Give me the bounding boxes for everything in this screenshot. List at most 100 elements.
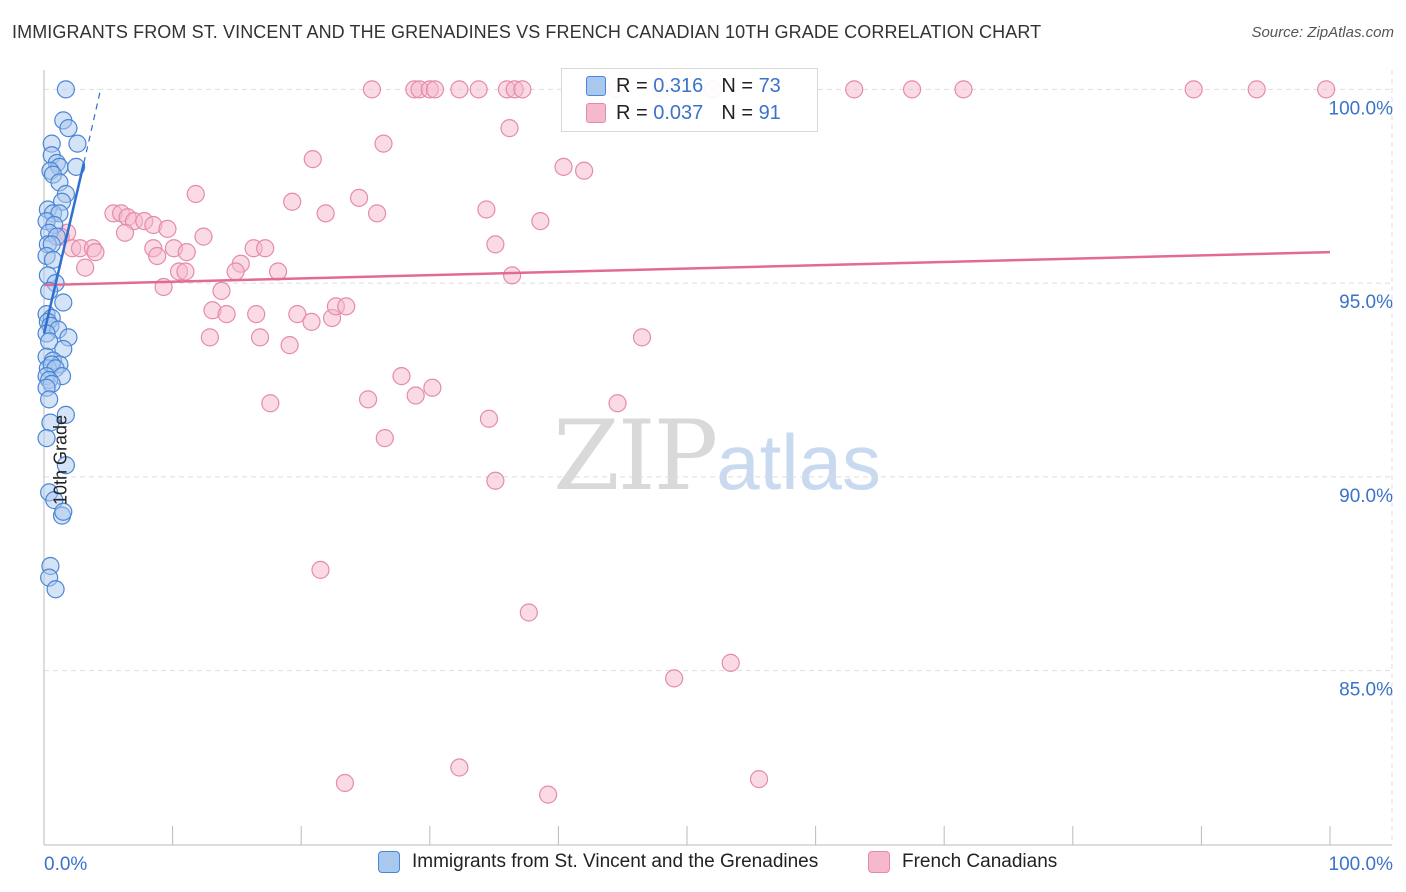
french-canadians-points: [51, 80, 1336, 804]
french-canadians-point: [374, 134, 393, 153]
stats-legend: R = 0.316 N = 73 R = 0.037 N = 91: [561, 68, 818, 132]
x-tick-label-right: 100.0%: [1329, 854, 1394, 875]
french-canadians-point: [250, 328, 270, 347]
french-canadians-point: [608, 394, 627, 413]
french-canadians-point: [486, 471, 505, 490]
french-canadians-point: [268, 262, 288, 281]
bottom-legend-svg[interactable]: Immigrants from St. Vincent and the Gren…: [378, 851, 818, 873]
french-canadians-point: [217, 305, 236, 324]
y-tick-label: 90.0%: [1339, 486, 1393, 507]
svg-immigrants-point: [59, 119, 78, 138]
legend-r-label: R =: [616, 101, 648, 124]
svg-immigrants-points: [37, 80, 87, 599]
french-canadians-point: [1317, 80, 1336, 99]
french-canadians-point: [721, 653, 740, 672]
french-canadians-point: [200, 328, 219, 347]
svg-immigrants-trendline: [42, 162, 86, 334]
french-canadians-point: [148, 246, 167, 266]
y-axis-title: 10th Grade: [50, 414, 71, 506]
bottom-legend-french[interactable]: French Canadians: [868, 851, 1057, 873]
french-canadians-point: [302, 312, 321, 331]
bottom-legend-swatch-french: [868, 851, 890, 873]
svg-immigrants-point: [68, 134, 87, 153]
french-canadians-point: [632, 328, 652, 347]
chart-title: IMMIGRANTS FROM ST. VINCENT AND THE GREN…: [12, 22, 1042, 42]
legend-row-french: R = 0.037 N = 91: [586, 100, 781, 126]
legend-swatch-svg: [586, 76, 606, 96]
french-canadians-point: [362, 80, 382, 99]
french-canadians-point: [177, 243, 196, 262]
y-tick-label: 95.0%: [1339, 292, 1393, 313]
watermark-zip: ZIP: [553, 400, 718, 512]
french-canadians-point: [337, 297, 356, 316]
french-canadians-point: [283, 192, 302, 211]
french-canadians-point: [176, 262, 195, 281]
french-canadians-point: [247, 305, 266, 324]
legend-r-value-svg: 0.316: [653, 74, 704, 97]
grid-lines: [44, 70, 1393, 845]
svg-immigrants-point: [54, 293, 73, 312]
french-canadians-point: [1184, 80, 1203, 99]
watermark-atlas: atlas: [716, 418, 881, 506]
bottom-legend-label-french: French Canadians: [902, 851, 1058, 872]
axis-ticks: [43, 826, 1331, 845]
source-label: Source: ZipAtlas.com: [1251, 24, 1394, 41]
french-canadians-point: [450, 758, 469, 777]
french-canadians-trendline: [43, 250, 1331, 287]
french-canadians-point: [500, 119, 519, 138]
french-canadians-point: [665, 669, 684, 688]
svg-immigrants-point: [46, 580, 65, 599]
french-canadians-point: [954, 80, 973, 99]
svg-immigrants-point: [37, 429, 56, 448]
french-canadians-point: [477, 200, 496, 219]
french-canadians-point: [316, 204, 335, 223]
bottom-legend-swatch-svg: [378, 851, 400, 873]
tick-labels: 85.0% 90.0% 95.0% 100.0% 0.0% 100.0%: [44, 98, 1393, 875]
french-canadians-point: [479, 409, 499, 428]
french-canadians-point: [256, 239, 275, 258]
french-canadians-point: [902, 80, 922, 99]
svg-immigrants-point: [56, 456, 75, 475]
french-canadians-point: [367, 204, 387, 223]
french-canadians-point: [358, 390, 378, 409]
legend-r-label: R =: [616, 74, 648, 97]
french-canadians-point: [76, 258, 95, 277]
svg-immigrants-point: [56, 405, 75, 424]
french-canadians-point: [513, 80, 532, 99]
french-canadians-point: [423, 378, 442, 397]
axes: [43, 70, 1392, 846]
french-canadians-point: [288, 305, 307, 324]
svg-immigrants-point: [67, 157, 86, 176]
french-canadians-point: [349, 188, 369, 207]
french-canadians-point: [158, 219, 177, 238]
french-canadians-point: [86, 243, 105, 262]
svg-immigrants-trendline-extension: [83, 89, 102, 164]
legend-n-value-french: 91: [758, 101, 781, 124]
y-tick-label: 100.0%: [1329, 98, 1394, 119]
french-canadians-point: [749, 770, 769, 789]
legend-r-value-french: 0.037: [653, 101, 704, 124]
zipatlas-watermark: ZIPatlas: [553, 400, 881, 512]
french-canadians-point: [1247, 80, 1266, 99]
french-canadians-point: [280, 336, 299, 355]
french-canadians-point: [531, 212, 550, 231]
french-canadians-point: [186, 184, 205, 204]
x-tick-label-left: 0.0%: [44, 854, 87, 875]
french-canadians-point: [212, 281, 231, 300]
y-tick-label: 85.0%: [1339, 680, 1393, 701]
french-canadians-point: [450, 80, 469, 99]
bottom-legend-label-svg: Immigrants from St. Vincent and the Gren…: [412, 851, 819, 872]
french-canadians-point: [539, 785, 558, 804]
french-canadians-point: [335, 773, 355, 793]
french-canadians-point: [226, 262, 245, 281]
french-canadians-point: [375, 429, 394, 448]
svg-immigrants-point: [56, 80, 75, 99]
legend-row-svg: R = 0.316 N = 73: [586, 73, 781, 99]
french-canadians-point: [115, 223, 135, 242]
svg-immigrants-point: [40, 390, 59, 409]
french-canadians-point: [406, 386, 425, 405]
legend-n-label: N =: [721, 74, 753, 97]
french-canadians-point: [311, 560, 330, 579]
french-canadians-point: [519, 603, 538, 622]
legend-swatch-french: [586, 103, 606, 123]
